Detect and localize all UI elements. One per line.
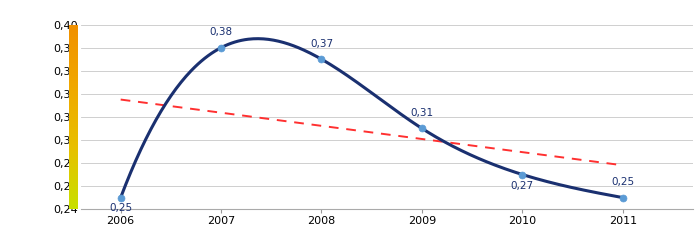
Text: 0,25: 0,25 bbox=[109, 202, 132, 213]
Text: 0,27: 0,27 bbox=[511, 181, 534, 191]
Text: 0,31: 0,31 bbox=[410, 108, 433, 118]
Text: 0,25: 0,25 bbox=[611, 177, 634, 187]
Text: 0,38: 0,38 bbox=[209, 27, 232, 37]
Text: 0,37: 0,37 bbox=[310, 39, 333, 49]
